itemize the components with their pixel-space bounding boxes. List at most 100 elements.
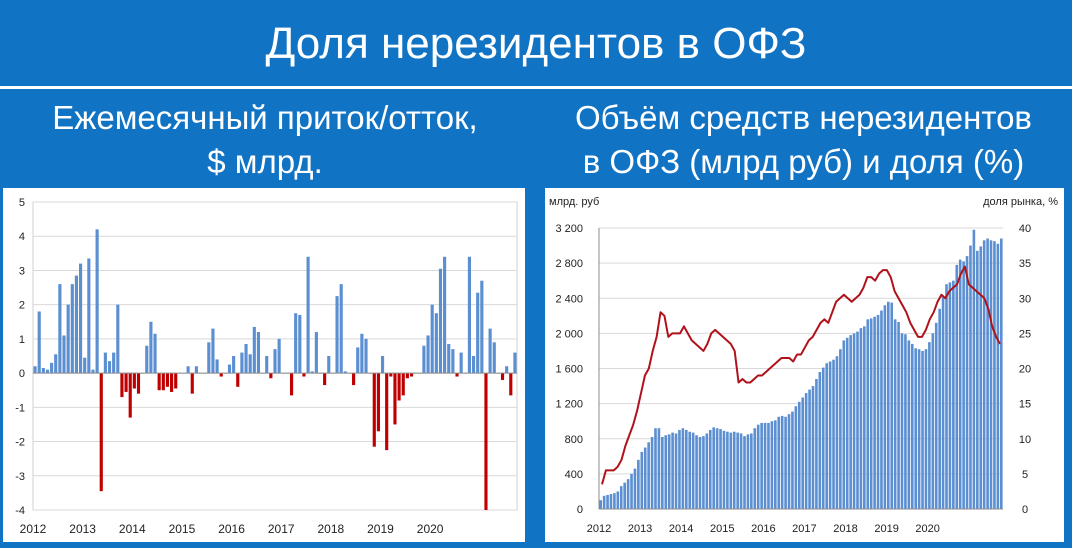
flow-bar bbox=[128, 373, 132, 418]
volume-bar bbox=[787, 414, 791, 509]
left-heading-line1: Ежемесячный приток/отток, bbox=[52, 99, 478, 136]
flow-bar bbox=[323, 373, 327, 386]
volume-bar bbox=[784, 416, 787, 509]
flow-bar bbox=[352, 373, 356, 386]
x-tick-label: 2017 bbox=[792, 523, 816, 535]
y-right-tick-label: 0 bbox=[1022, 504, 1028, 516]
volume-bar bbox=[999, 238, 1003, 509]
flow-bar bbox=[211, 328, 215, 374]
flow-bar bbox=[509, 373, 513, 396]
flow-bar bbox=[236, 373, 240, 387]
volume-bar bbox=[839, 349, 842, 509]
volume-bar bbox=[606, 494, 609, 509]
volume-bar bbox=[876, 314, 880, 509]
volume-bar bbox=[914, 348, 917, 509]
flow-bar bbox=[298, 314, 302, 374]
flow-bar bbox=[430, 304, 434, 374]
flow-bar bbox=[372, 373, 376, 447]
flow-bar bbox=[422, 345, 426, 374]
flow-bar bbox=[339, 284, 343, 374]
volume-bar bbox=[698, 436, 702, 509]
volume-bar bbox=[767, 422, 770, 509]
right-axis-label: доля рынка, % bbox=[983, 196, 1058, 208]
volume-bar bbox=[661, 436, 664, 509]
flow-bar bbox=[227, 364, 232, 374]
flow-bar bbox=[310, 371, 314, 374]
x-tick-label: 2016 bbox=[218, 522, 245, 536]
volume-bar bbox=[910, 343, 914, 509]
volume-bar bbox=[907, 340, 911, 509]
flow-bar bbox=[132, 373, 136, 389]
volume-bar bbox=[938, 308, 941, 509]
flow-bar bbox=[471, 356, 476, 374]
flow-bar bbox=[79, 263, 83, 374]
flow-bar bbox=[380, 356, 385, 374]
x-tick-label: 2017 bbox=[268, 522, 295, 536]
volume-bar bbox=[777, 416, 781, 509]
volume-bar bbox=[811, 386, 815, 509]
flow-bar bbox=[438, 268, 443, 374]
volume-bar bbox=[602, 495, 606, 509]
y-right-tick-label: 30 bbox=[1019, 293, 1031, 305]
volume-bar bbox=[835, 356, 839, 509]
volume-bar bbox=[732, 431, 736, 509]
right-heading-line2: в ОФЗ (млрд руб) и доля (%) bbox=[582, 143, 1025, 180]
flow-bar bbox=[107, 361, 112, 374]
volume-bar bbox=[695, 435, 698, 509]
x-tick-label: 2018 bbox=[833, 523, 857, 535]
volume-bar bbox=[996, 243, 1000, 509]
volume-bar bbox=[982, 240, 986, 509]
volume-bar bbox=[832, 359, 835, 509]
volume-bar bbox=[760, 422, 763, 509]
volume-bar bbox=[972, 229, 976, 509]
volume-bar bbox=[818, 372, 822, 509]
volume-bar bbox=[599, 500, 603, 509]
flow-bar bbox=[513, 352, 517, 374]
volume-bar bbox=[866, 319, 870, 509]
flow-bar bbox=[256, 332, 261, 374]
volume-bar bbox=[928, 342, 931, 509]
volume-bar bbox=[702, 436, 705, 509]
flow-bar bbox=[455, 373, 459, 377]
y-tick-label: -1 bbox=[15, 402, 25, 414]
flow-bar bbox=[397, 373, 401, 401]
volume-bar bbox=[856, 331, 859, 509]
right-chart-heading: Объём средств нерезидентов в ОФЗ (млрд р… bbox=[535, 96, 1072, 184]
flow-bar bbox=[389, 373, 393, 377]
x-tick-label: 2014 bbox=[119, 522, 146, 536]
flow-bar bbox=[70, 284, 74, 374]
volume-bar bbox=[640, 451, 644, 509]
flow-bar bbox=[244, 344, 248, 374]
flow-bar bbox=[484, 373, 488, 510]
flow-bar bbox=[207, 342, 211, 374]
volume-bar bbox=[791, 411, 794, 509]
volume-bar bbox=[958, 259, 962, 509]
flow-bar bbox=[161, 373, 165, 391]
flow-bar bbox=[451, 349, 455, 374]
holdings-chart-panel: млрд. руб доля рынка, % 0 400 800 1 200 1 600 2… bbox=[545, 188, 1064, 542]
flow-bar bbox=[443, 256, 447, 374]
flow-bar bbox=[219, 373, 223, 377]
flow-bar bbox=[120, 373, 124, 398]
volume-bar bbox=[712, 427, 715, 509]
flow-bar bbox=[302, 373, 306, 377]
y-tick-label: 2 bbox=[19, 300, 25, 312]
y-left-tick-label: 1 600 bbox=[555, 364, 583, 376]
volume-bar bbox=[989, 240, 993, 509]
flow-bar bbox=[194, 366, 198, 374]
flow-bar bbox=[153, 333, 157, 374]
flow-bar bbox=[393, 373, 397, 425]
y-left-tick-label: 3 200 bbox=[555, 223, 583, 235]
right-heading-line1: Объём средств нерезидентов bbox=[575, 99, 1032, 136]
flow-bar bbox=[426, 335, 430, 374]
volume-bar bbox=[770, 421, 774, 509]
volume-bar bbox=[619, 486, 623, 509]
volume-bar bbox=[681, 428, 685, 509]
volume-bar bbox=[849, 335, 852, 509]
flow-bar bbox=[447, 344, 451, 374]
volume-bar bbox=[969, 245, 972, 509]
volume-bar bbox=[893, 319, 897, 509]
volume-bar bbox=[808, 389, 811, 509]
flow-bar bbox=[174, 373, 178, 389]
flow-bar bbox=[492, 342, 496, 374]
